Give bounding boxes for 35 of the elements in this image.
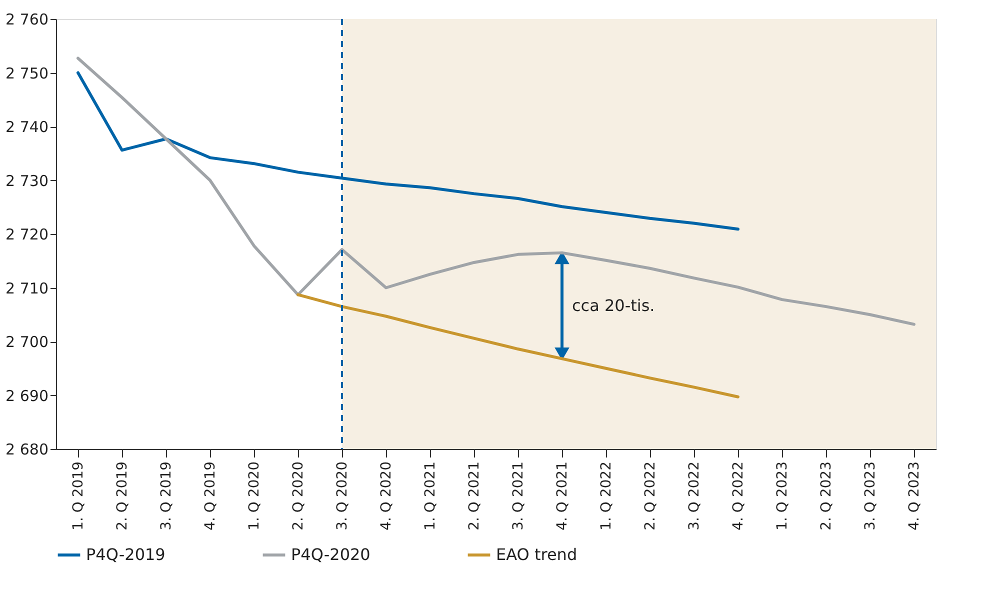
y-tick-label: 2 710 [6,279,48,298]
x-tick-label: 1. Q 2023 [774,462,790,530]
x-tick-label: 1. Q 2019 [70,462,86,530]
x-tick-label: 4. Q 2022 [730,462,746,530]
x-tick-label: 4. Q 2019 [202,462,218,530]
x-tick-label: 1. Q 2020 [246,462,262,530]
y-tick-label: 2 680 [6,440,48,458]
annotation: cca 20-tis. [572,296,655,315]
y-tick-label: 2 750 [6,64,48,82]
x-tick-label: 4. Q 2020 [378,462,394,530]
x-tick-label: 4. Q 2023 [906,462,922,530]
x-tick-label: 3. Q 2023 [862,462,878,530]
legend-label: P4Q-2019 [86,545,166,564]
x-tick-label: 3. Q 2022 [686,462,702,530]
y-tick-label: 2 740 [6,118,48,136]
x-tick-label: 4. Q 2021 [554,462,570,530]
x-tick-label: 1. Q 2021 [422,462,438,530]
y-tick-label: 2 700 [6,333,48,351]
y-tick-label: 2 730 [6,172,48,190]
x-tick-label: 2. Q 2023 [818,462,834,530]
y-tick-label: 2 690 [6,386,48,405]
legend-label: EAO trend [496,545,578,564]
x-tick-label: 3. Q 2021 [510,462,526,530]
x-tick-label: 1. Q 2022 [598,462,614,530]
legend-label: P4Q-2020 [291,545,370,564]
x-tick-label: 2. Q 2020 [290,462,306,530]
x-tick-label: 3. Q 2020 [334,462,350,530]
y-tick-label: 2 760 [6,10,48,28]
y-tick-label: 2 720 [6,226,48,244]
x-tick-label: 3. Q 2019 [158,462,174,530]
line-series [296,293,740,398]
x-tick-label: 2. Q 2019 [114,462,130,530]
line-series [76,56,916,326]
x-tick-label: 2. Q 2022 [642,462,658,530]
x-tick-label: 2. Q 2021 [466,462,482,530]
